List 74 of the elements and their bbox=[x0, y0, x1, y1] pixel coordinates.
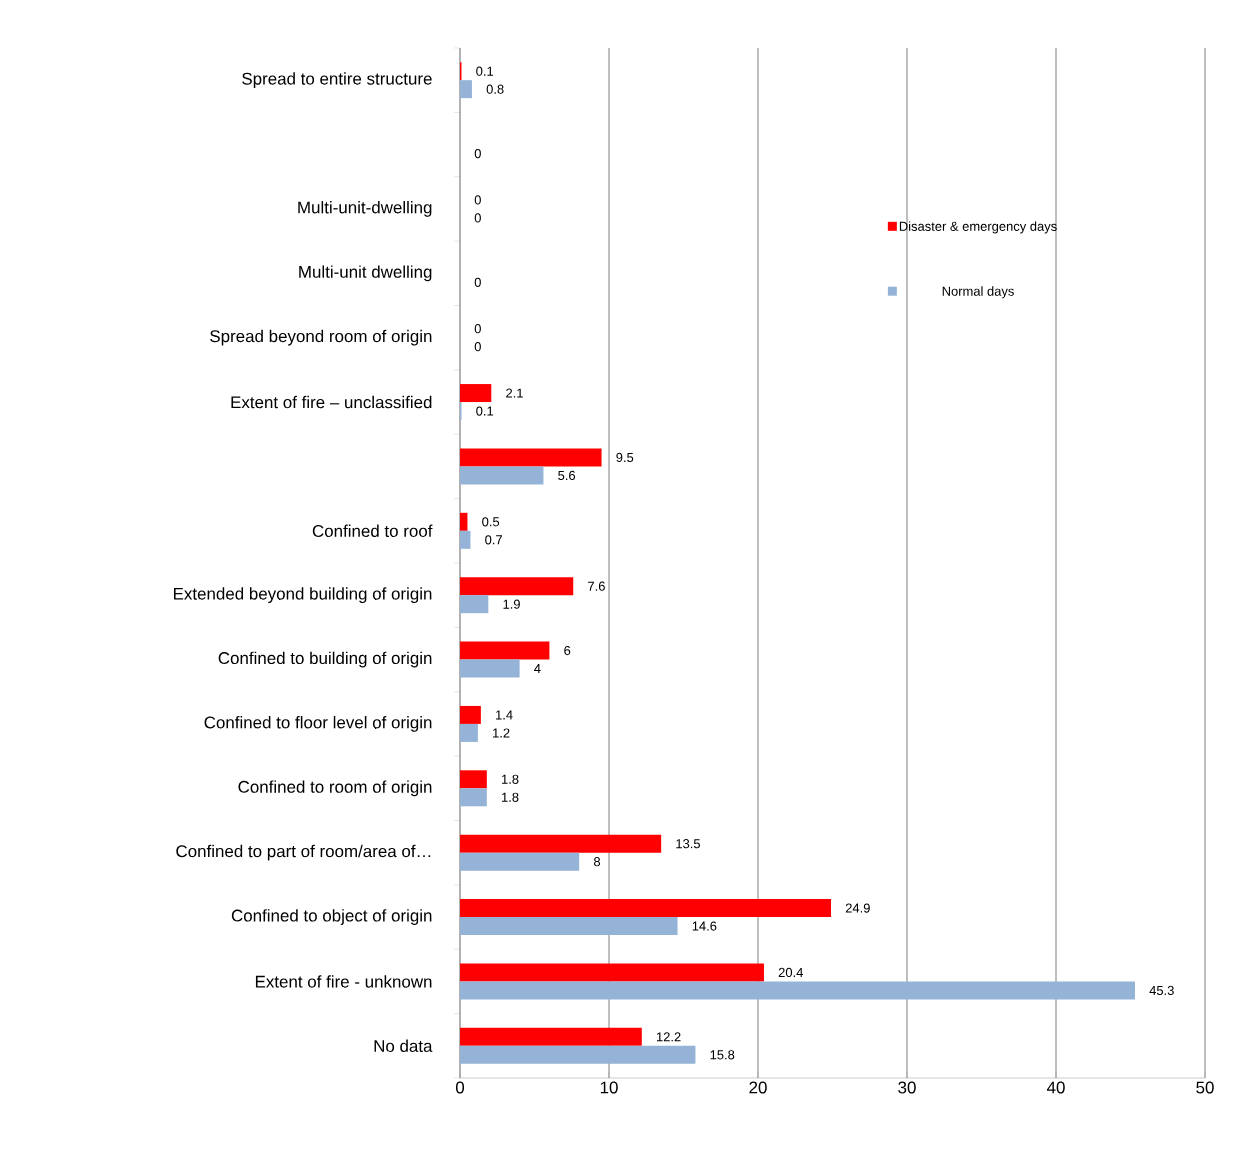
x-tick-label: 0 bbox=[455, 1081, 465, 1094]
bar bbox=[460, 659, 520, 678]
bar bbox=[460, 1027, 642, 1046]
bar bbox=[460, 595, 489, 614]
data-label: 24.9 bbox=[845, 903, 870, 913]
data-label: 6 bbox=[564, 645, 571, 656]
bar bbox=[460, 770, 487, 789]
bar bbox=[460, 788, 487, 807]
data-label: 0.1 bbox=[476, 66, 494, 76]
bar bbox=[460, 963, 764, 982]
y-tick-label: Confined to roof bbox=[312, 524, 433, 538]
bar bbox=[460, 1045, 696, 1064]
legend-label: Disaster & emergency days bbox=[899, 221, 1057, 234]
bar bbox=[460, 577, 574, 596]
data-label: 5.6 bbox=[558, 470, 576, 481]
data-label: 0 bbox=[474, 324, 481, 334]
data-label: 9.5 bbox=[616, 452, 634, 463]
data-label: 1.9 bbox=[503, 599, 520, 609]
y-tick-label: Multi-unit dwelling bbox=[299, 265, 432, 282]
bar bbox=[460, 448, 602, 467]
bar bbox=[460, 705, 481, 724]
bar bbox=[460, 981, 1135, 1000]
y-tick-label: Confined to part of room/area of… bbox=[176, 844, 431, 861]
y-tick-label: Confined to floor level of origin bbox=[204, 716, 432, 732]
bar bbox=[460, 512, 468, 531]
y-tick-label: Confined to building of origin bbox=[218, 651, 432, 668]
data-label: 1.4 bbox=[496, 710, 513, 720]
y-tick-label: Multi-unit-dwelling bbox=[298, 201, 432, 217]
y-tick-label: Extent of fire - unknown bbox=[255, 975, 432, 988]
bar bbox=[460, 466, 544, 485]
bar bbox=[460, 723, 478, 742]
data-label: 1.8 bbox=[502, 792, 519, 802]
x-tick-label: 10 bbox=[600, 1081, 618, 1094]
data-label: 0.5 bbox=[482, 517, 500, 527]
bar bbox=[460, 530, 471, 549]
bar bbox=[460, 899, 832, 918]
y-tick-label: Confined to object of origin bbox=[231, 909, 432, 925]
data-label: 7.6 bbox=[588, 581, 605, 591]
x-tick-label: 50 bbox=[1196, 1081, 1214, 1094]
data-label: 12.2 bbox=[656, 1032, 681, 1042]
x-tick-label: 40 bbox=[1046, 1081, 1065, 1094]
data-label: 0 bbox=[474, 277, 481, 287]
data-label: 8 bbox=[593, 857, 601, 867]
data-label: 0 bbox=[474, 148, 481, 159]
data-label: 0.1 bbox=[476, 406, 494, 416]
data-label: 0.8 bbox=[486, 84, 504, 94]
data-label: 1.8 bbox=[502, 774, 519, 784]
data-label: 14.6 bbox=[692, 921, 717, 931]
y-tick-label: Extent of fire – unclassified bbox=[231, 395, 432, 409]
y-tick-label: Extended beyond building of origin bbox=[173, 587, 432, 604]
bar bbox=[460, 917, 678, 936]
data-label: 0 bbox=[474, 195, 481, 205]
text: Normal days bbox=[942, 286, 1014, 299]
bar bbox=[460, 834, 662, 853]
y-tick-label: No data bbox=[374, 1039, 433, 1053]
data-label: 2.1 bbox=[506, 388, 523, 398]
data-label: 4 bbox=[534, 664, 541, 674]
data-label: 15.8 bbox=[710, 1050, 735, 1060]
bar bbox=[460, 384, 492, 403]
bar bbox=[460, 641, 550, 660]
y-tick-label: Confined to room of origin bbox=[238, 780, 432, 797]
data-label: 0 bbox=[474, 342, 481, 352]
x-tick-label: 20 bbox=[749, 1081, 767, 1094]
y-tick-label: Spread to entire structure bbox=[242, 72, 432, 89]
data-label: 1.2 bbox=[493, 728, 510, 738]
bar bbox=[460, 80, 472, 99]
x-tick-label: 30 bbox=[898, 1081, 916, 1094]
data-label: 13.5 bbox=[676, 839, 701, 849]
bar bbox=[460, 852, 580, 871]
y-tick-label: Spread beyond room of origin bbox=[210, 329, 432, 346]
data-label: 0.7 bbox=[485, 535, 502, 545]
data-label: 45.3 bbox=[1149, 985, 1174, 996]
data-label: 20.4 bbox=[778, 967, 803, 978]
data-label: 0 bbox=[474, 213, 481, 223]
